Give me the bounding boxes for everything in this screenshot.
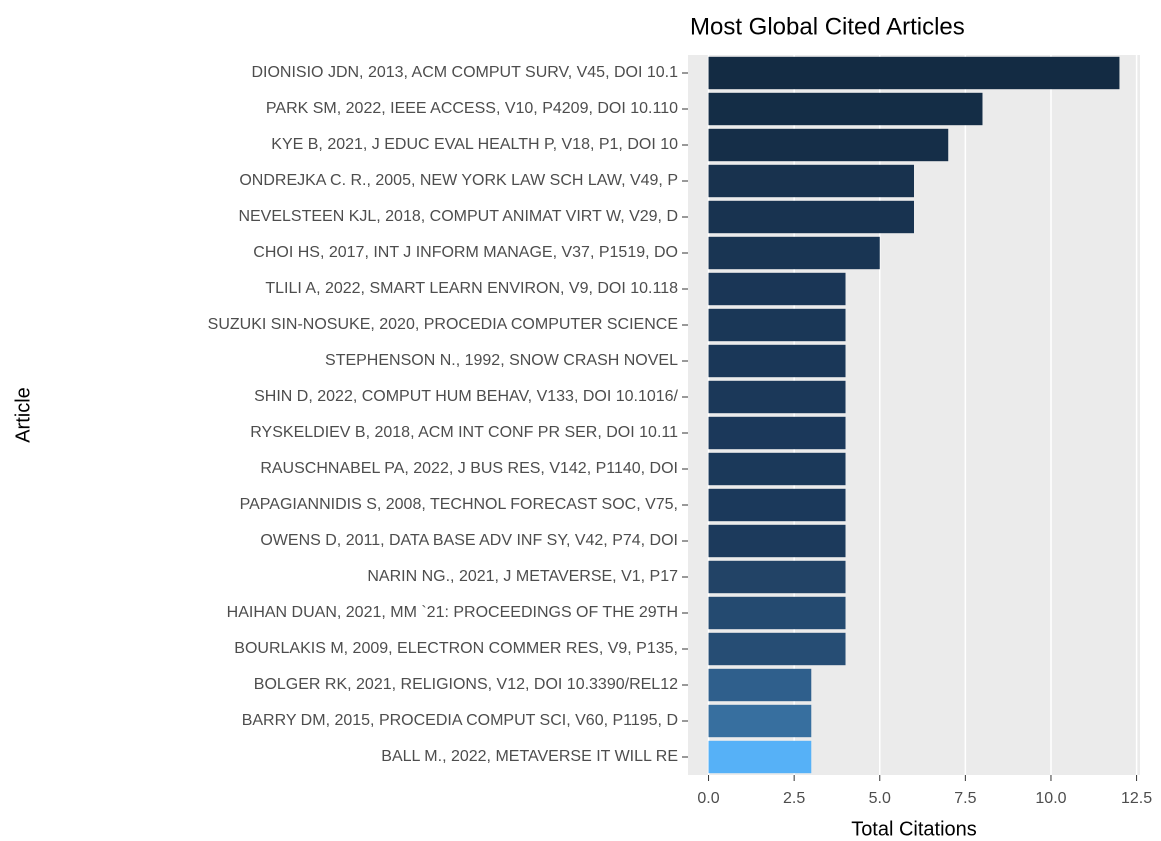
y-tick-label: STEPHENSON N., 1992, SNOW CRASH NOVEL	[325, 352, 678, 369]
bar	[708, 632, 846, 666]
y-tick-label: BARRY DM, 2015, PROCEDIA COMPUT SCI, V60…	[242, 712, 678, 729]
chart-title: Most Global Cited Articles	[690, 13, 965, 40]
x-tick-label: 12.5	[1121, 790, 1152, 807]
bar	[708, 308, 846, 342]
bar	[708, 452, 846, 486]
y-tick-label: KYE B, 2021, J EDUC EVAL HEALTH P, V18, …	[271, 136, 678, 153]
y-tick-label: CHOI HS, 2017, INT J INFORM MANAGE, V37,…	[253, 244, 678, 261]
x-tick-label: 0.0	[697, 790, 719, 807]
bar	[708, 488, 846, 522]
y-tick-label: SUZUKI SIN-NOSUKE, 2020, PROCEDIA COMPUT…	[208, 316, 678, 333]
bar	[708, 92, 983, 126]
y-tick-label: BOURLAKIS M, 2009, ELECTRON COMMER RES, …	[234, 640, 678, 657]
y-tick-label: RAUSCHNABEL PA, 2022, J BUS RES, V142, P…	[260, 460, 678, 477]
y-tick-label: BOLGER RK, 2021, RELIGIONS, V12, DOI 10.…	[254, 676, 678, 693]
x-tick-label: 7.5	[954, 790, 976, 807]
bar	[708, 164, 914, 198]
bar	[708, 524, 846, 558]
bar	[708, 380, 846, 414]
y-tick-label: SHIN D, 2022, COMPUT HUM BEHAV, V133, DO…	[254, 388, 678, 405]
x-axis-title: Total Citations	[851, 818, 977, 840]
y-tick-label: HAIHAN DUAN, 2021, MM `21: PROCEEDINGS O…	[227, 604, 678, 621]
bar	[708, 416, 846, 450]
bar	[708, 668, 812, 702]
y-tick-label: ONDREJKA C. R., 2005, NEW YORK LAW SCH L…	[239, 172, 678, 189]
y-tick-label: PAPAGIANNIDIS S, 2008, TECHNOL FORECAST …	[240, 496, 678, 513]
bar	[708, 56, 1120, 90]
bar	[708, 272, 846, 306]
x-tick-label: 10.0	[1035, 790, 1066, 807]
bar	[708, 236, 880, 270]
bar	[708, 596, 846, 630]
panel	[688, 55, 1140, 775]
y-tick-label: RYSKELDIEV B, 2018, ACM INT CONF PR SER,…	[250, 424, 678, 441]
y-tick-label: DIONISIO JDN, 2013, ACM COMPUT SURV, V45…	[251, 64, 678, 81]
y-tick-label: OWENS D, 2011, DATA BASE ADV INF SY, V42…	[260, 532, 678, 549]
bar	[708, 128, 949, 162]
bar	[708, 344, 846, 378]
bar	[708, 560, 846, 594]
bar	[708, 704, 812, 738]
y-axis-title: Article	[12, 387, 34, 443]
bar	[708, 200, 914, 234]
x-tick-label: 5.0	[869, 790, 891, 807]
x-tick-label: 2.5	[783, 790, 805, 807]
y-tick-label: NEVELSTEEN KJL, 2018, COMPUT ANIMAT VIRT…	[238, 208, 678, 225]
y-tick-label: PARK SM, 2022, IEEE ACCESS, V10, P4209, …	[266, 100, 678, 117]
y-tick-label: BALL M., 2022, METAVERSE IT WILL RE	[381, 748, 678, 765]
bar	[708, 740, 812, 774]
y-tick-label: NARIN NG., 2021, J METAVERSE, V1, P17	[367, 568, 678, 585]
y-tick-label: TLILI A, 2022, SMART LEARN ENVIRON, V9, …	[265, 280, 678, 297]
